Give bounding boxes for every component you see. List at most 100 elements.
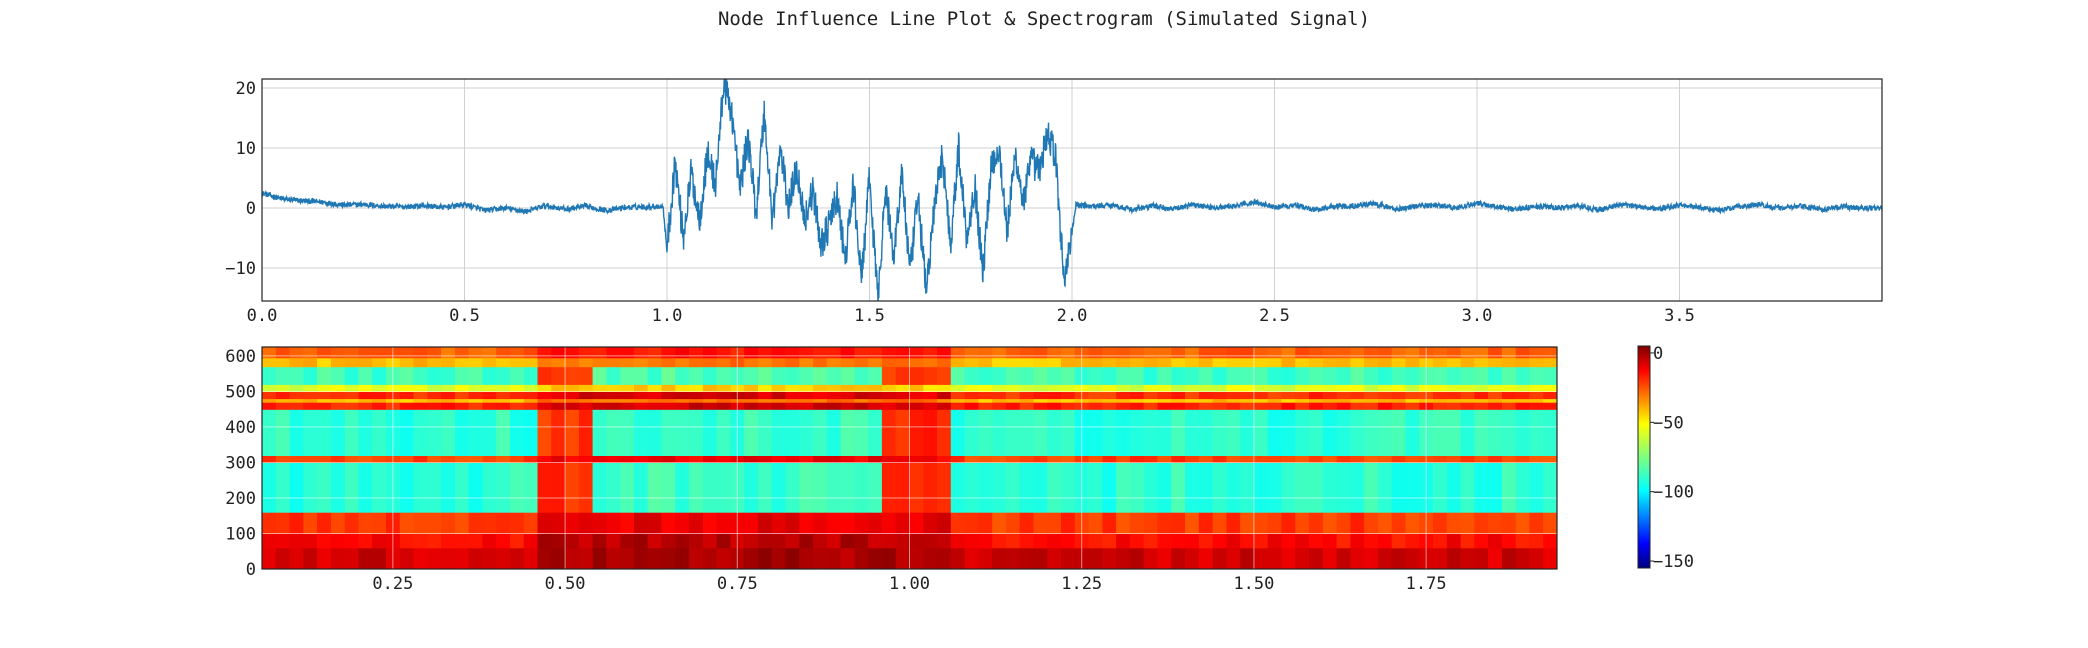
spectrogram-cell	[1253, 398, 1269, 403]
spectrogram-cell	[716, 366, 731, 385]
spectrogram-cell	[262, 357, 277, 368]
spectrogram-cell	[881, 384, 897, 392]
spectrogram-cell	[937, 455, 952, 463]
spectrogram-cell	[1460, 384, 1475, 392]
spectrogram-cell	[1033, 455, 1048, 463]
spectrogram-cell	[510, 462, 525, 513]
spectrogram-cell	[661, 347, 676, 359]
spectrogram-cell	[441, 347, 456, 359]
spectrogram-cell	[799, 533, 814, 549]
spectrogram-cell	[1391, 512, 1407, 535]
spectrogram-cell	[923, 547, 938, 569]
spectrogram-cell	[1171, 391, 1186, 400]
spectrogram-cell	[303, 357, 318, 368]
spectrogram-cell	[413, 409, 428, 456]
spectrogram-cell	[1281, 391, 1296, 400]
spectrogram-cell	[592, 391, 607, 400]
spectrogram-cell	[1336, 533, 1351, 549]
spectrogram-cell	[937, 384, 952, 392]
spectrogram-cell	[1240, 533, 1255, 549]
spectrogram-cell	[1460, 455, 1475, 463]
spectrogram-cell	[895, 391, 911, 400]
spectrogram-cell	[1019, 391, 1035, 400]
spectrogram-cell	[1391, 347, 1407, 359]
spectrogram-cell	[1405, 512, 1420, 535]
spectrogram-cell	[1460, 402, 1475, 410]
spectrogram-cell	[330, 462, 346, 513]
spectrogram-cell	[702, 357, 718, 368]
spectrogram-cell	[647, 547, 663, 569]
spectrogram-cell	[1336, 462, 1351, 513]
spectrogram-cell	[1129, 455, 1145, 463]
spectrogram-cell	[702, 455, 718, 463]
spectrogram-cell	[1336, 547, 1351, 569]
spectrogram-cell	[496, 391, 511, 400]
spectrogram-cell	[275, 533, 291, 549]
spectrogram-cell	[702, 512, 718, 535]
spectrogram-cell	[799, 366, 814, 385]
spectrogram-cell	[1501, 512, 1517, 535]
spectrogram-cell	[840, 533, 855, 549]
spectrogram-cell	[468, 547, 483, 569]
spectrogram-cell	[565, 409, 580, 456]
spectrogram-cell	[716, 391, 731, 400]
spectrogram-cell	[1061, 409, 1076, 456]
line-plot-x-ticks: 0.0 0.5 1.0 1.5 2.0 2.5 3.0 3.5	[247, 306, 1695, 326]
spectrogram-cell	[592, 409, 607, 456]
spectrogram-cell	[303, 462, 318, 513]
spectrogram-cell	[551, 347, 566, 359]
spectrogram-cell	[1405, 533, 1420, 549]
spectrogram-cell	[1377, 512, 1393, 535]
spectrogram-cell	[868, 366, 883, 385]
spectrogram-cell	[606, 402, 621, 410]
spectrogram-cell	[537, 398, 552, 403]
spectrogram-cell	[1157, 357, 1172, 368]
spectrogram-cell	[813, 402, 828, 410]
spectrogram-cell	[1019, 547, 1035, 569]
spectrogram-y-ticks: 600 500 400 300 200 100 0	[225, 347, 256, 580]
spectrogram-cell	[799, 384, 814, 392]
spectrogram-cell	[1143, 366, 1159, 385]
spectrogram-cell	[716, 384, 731, 392]
spectrogram-cell	[950, 402, 966, 410]
spectrogram-cell	[358, 391, 373, 400]
spectrogram-cell	[799, 455, 814, 463]
spectrogram-cell	[1474, 547, 1489, 569]
spectrogram-cell	[1391, 384, 1407, 392]
spectrogram-cell	[565, 366, 580, 385]
spectrogram-cell	[1543, 533, 1557, 549]
spectrogram-cell	[1295, 357, 1310, 368]
spectrogram-cell	[606, 455, 621, 463]
spectrogram-cell	[262, 547, 277, 569]
spectrogram-cell	[399, 462, 415, 513]
spectrogram-cell	[1185, 366, 1200, 385]
spectrogram-cell	[1322, 462, 1338, 513]
spectrogram-cell	[826, 384, 842, 392]
spectrogram-cell	[1474, 357, 1489, 368]
spectrogram-cell	[399, 347, 415, 359]
spectrogram-cell	[1309, 409, 1324, 456]
spectrogram-cell	[262, 398, 277, 403]
spectrogram-cell	[992, 384, 1007, 392]
spectrogram-cell	[785, 409, 800, 456]
line-plot-frame	[261, 78, 1883, 302]
spectrogram-cell	[523, 402, 539, 410]
spectrogram-cell	[1529, 357, 1544, 368]
spectrogram-cell	[950, 391, 966, 400]
spectrogram-cell	[813, 409, 828, 456]
spectrogram-cell	[1129, 398, 1145, 403]
spectrogram-cell	[895, 547, 911, 569]
spectrogram-cell	[289, 398, 304, 403]
spectrogram-cell	[1543, 347, 1557, 359]
spectrogram-cell	[537, 533, 552, 549]
spectrogram-cell	[895, 462, 911, 513]
spectrogram-cell	[537, 402, 552, 410]
spectrogram-cell	[317, 391, 332, 400]
line-plot-y-tick-label: −10	[225, 259, 256, 279]
spectrogram-cell	[1212, 366, 1227, 385]
spectrogram-cell	[1543, 547, 1557, 569]
spectrogram-cell	[1171, 402, 1186, 410]
spectrogram-cell	[578, 384, 594, 392]
spectrogram-cell	[1295, 533, 1310, 549]
spectrogram-cell	[413, 455, 428, 463]
